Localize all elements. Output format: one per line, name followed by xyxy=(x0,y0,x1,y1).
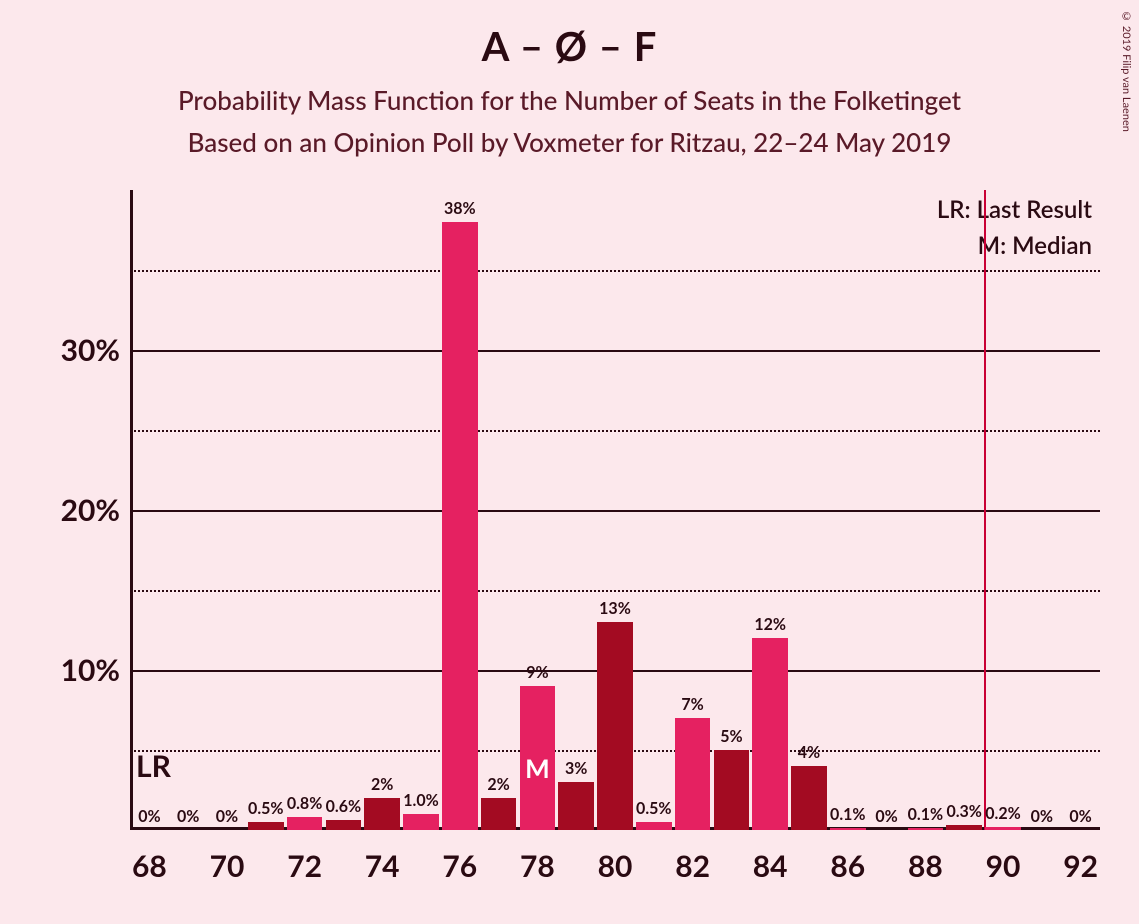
x-tick-label: 88 xyxy=(908,830,943,884)
bar-value-label: 0% xyxy=(1031,807,1053,830)
grid-major xyxy=(130,350,1100,352)
chart-subtitle-1: Probability Mass Function for the Number… xyxy=(0,84,1139,116)
bar: 1.0% xyxy=(403,814,439,830)
bar-value-label: 9% xyxy=(526,663,548,686)
bar-value-label: 0.5% xyxy=(248,799,283,822)
y-tick-label: 20% xyxy=(61,492,130,528)
x-tick-label: 84 xyxy=(753,830,788,884)
bar: 4% xyxy=(791,766,827,830)
chart-legend: LR: Last Result M: Median xyxy=(937,192,1092,264)
bar: 0.5% xyxy=(248,822,284,830)
x-tick-label: 74 xyxy=(365,830,400,884)
grid-major xyxy=(130,510,1100,512)
x-tick-label: 70 xyxy=(210,830,245,884)
bar: 0.1% xyxy=(908,828,944,830)
bar: 0.1% xyxy=(830,828,866,830)
bar: 12% xyxy=(752,638,788,830)
x-tick-label: 68 xyxy=(132,830,167,884)
chart-title: A – Ø – F xyxy=(0,0,1139,70)
bar: 2% xyxy=(481,798,517,830)
bar-value-label: 0% xyxy=(216,807,238,830)
legend-m: M: Median xyxy=(937,228,1092,264)
grid-minor xyxy=(130,590,1100,592)
bar-value-label: 0.2% xyxy=(985,804,1020,827)
median-marker: M xyxy=(525,752,550,784)
x-tick-label: 86 xyxy=(830,830,865,884)
bar-value-label: 5% xyxy=(720,727,742,750)
bar-value-label: 0.6% xyxy=(326,797,361,820)
bar: 0.2% xyxy=(985,827,1021,830)
bar-value-label: 0% xyxy=(875,807,897,830)
bar: 38% xyxy=(442,222,478,830)
bar: 0.5% xyxy=(636,822,672,830)
bar: 2% xyxy=(364,798,400,830)
y-tick-label: 10% xyxy=(61,652,130,688)
bar-value-label: 3% xyxy=(565,759,587,782)
x-tick-label: 78 xyxy=(520,830,555,884)
lr-marker: LR xyxy=(136,748,171,784)
y-tick-label: 30% xyxy=(61,332,130,368)
bar: 0.8% xyxy=(287,817,323,830)
bar-value-label: 0% xyxy=(177,807,199,830)
bar: 13% xyxy=(597,622,633,830)
bar-value-label: 2% xyxy=(371,775,393,798)
bar: 7% xyxy=(675,718,711,830)
bar-value-label: 0.1% xyxy=(830,805,865,828)
x-tick-label: 82 xyxy=(675,830,710,884)
bar-value-label: 2% xyxy=(487,775,509,798)
bar-value-label: 0.1% xyxy=(908,805,943,828)
bar-value-label: 0.3% xyxy=(946,802,981,825)
bar-value-label: 12% xyxy=(754,615,786,638)
grid-minor xyxy=(130,270,1100,272)
bar-value-label: 4% xyxy=(798,743,820,766)
bar-value-label: 0% xyxy=(138,807,160,830)
bar: 0.6% xyxy=(326,820,362,830)
chart-plot-area: LR: Last Result M: Median 10%20%30%68707… xyxy=(130,190,1100,830)
x-tick-label: 80 xyxy=(598,830,633,884)
x-tick-label: 72 xyxy=(287,830,322,884)
bar-value-label: 38% xyxy=(444,199,476,222)
bar-value-label: 0.5% xyxy=(636,799,671,822)
median-line xyxy=(984,190,986,830)
bar: 3% xyxy=(558,782,594,830)
legend-lr: LR: Last Result xyxy=(937,192,1092,228)
bar: 0.3% xyxy=(946,825,982,830)
copyright-text: © 2019 Filip van Laenen xyxy=(1120,10,1133,132)
bar: 5% xyxy=(714,750,750,830)
x-tick-label: 92 xyxy=(1063,830,1098,884)
x-tick-label: 76 xyxy=(442,830,477,884)
bar-value-label: 0.8% xyxy=(287,794,322,817)
x-tick-label: 90 xyxy=(986,830,1021,884)
grid-minor xyxy=(130,430,1100,432)
chart-subtitle-2: Based on an Opinion Poll by Voxmeter for… xyxy=(0,126,1139,158)
bar-value-label: 1.0% xyxy=(403,791,438,814)
bar-value-label: 0% xyxy=(1069,807,1091,830)
bar-value-label: 13% xyxy=(599,599,631,622)
bar-value-label: 7% xyxy=(681,695,703,718)
